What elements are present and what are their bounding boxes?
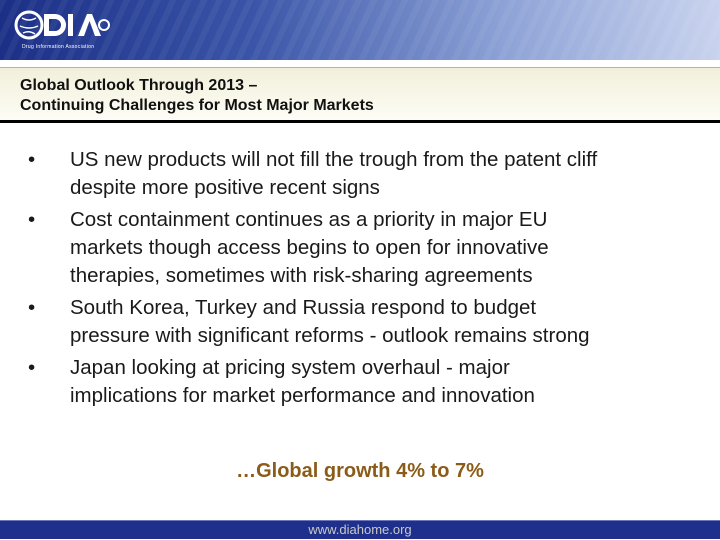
bullet-line: despite more positive recent signs (70, 176, 380, 199)
bullet-dot-icon: • (28, 356, 36, 379)
dia-logo: Drug Information Association (12, 8, 112, 52)
bullet-dot-icon: • (28, 148, 36, 171)
bullet-line: markets though access begins to open for… (70, 236, 549, 259)
bullet-item: • Japan looking at pricing system overha… (28, 354, 698, 410)
slide-title-line-2: Continuing Challenges for Most Major Mar… (20, 97, 374, 114)
bullet-item: • US new products will not fill the trou… (28, 146, 698, 202)
logo-tagline: Drug Information Association (22, 44, 95, 50)
bullet-line: implications for market performance and … (70, 384, 535, 407)
header-band: Drug Information Association (0, 0, 720, 60)
bullet-line: pressure with significant reforms - outl… (70, 324, 590, 347)
bullet-list: • US new products will not fill the trou… (28, 146, 698, 414)
bullet-dot-icon: • (28, 208, 36, 231)
bullet-line: Cost containment continues as a priority… (70, 208, 548, 231)
closing-statement: …Global growth 4% to 7% (236, 460, 484, 482)
dia-logo-graphic (14, 10, 110, 40)
title-divider (0, 120, 720, 123)
footer-bar: www.diahome.org (0, 520, 720, 539)
bullet-dot-icon: • (28, 296, 36, 319)
bullet-item: • Cost containment continues as a priori… (28, 206, 698, 290)
slide-title: Global Outlook Through 2013 – Continuing… (20, 76, 700, 116)
footer-url-link[interactable]: www.diahome.org (308, 522, 412, 537)
header-pattern (0, 0, 720, 60)
slide-title-line-1: Global Outlook Through 2013 – (20, 77, 258, 94)
title-band (0, 67, 720, 121)
bullet-item: • South Korea, Turkey and Russia respond… (28, 294, 698, 350)
bullet-line: US new products will not fill the trough… (70, 148, 598, 171)
bullet-line: Japan looking at pricing system overhaul… (70, 356, 510, 379)
bullet-line: South Korea, Turkey and Russia respond t… (70, 296, 537, 319)
bullet-line: therapies, sometimes with risk-sharing a… (70, 264, 533, 287)
